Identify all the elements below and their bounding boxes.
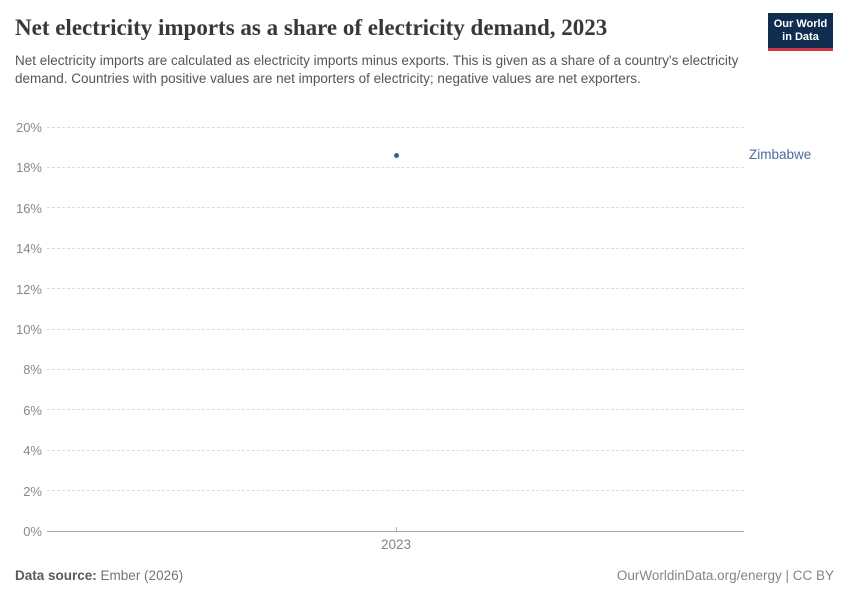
y-axis-tick-label: 12% [15, 281, 42, 297]
y-axis-tick-label: 16% [15, 200, 42, 216]
owid-logo-line2: in Data [782, 30, 819, 43]
x-axis-tick [396, 527, 397, 531]
gridline [47, 449, 744, 451]
gridline [47, 166, 744, 168]
data-source-value: Ember (2026) [100, 568, 184, 583]
credit-link[interactable]: OurWorldinData.org/energy | CC BY [616, 568, 834, 583]
gridline [47, 207, 744, 209]
y-axis-tick-label: 6% [23, 402, 42, 418]
data-source-note: Data source: Ember (2026) [15, 568, 183, 583]
y-axis-tick-label: 0% [23, 524, 42, 539]
gridline [47, 490, 744, 492]
y-axis-tick-label: 14% [15, 241, 42, 257]
chart-title: Net electricity imports as a share of el… [15, 15, 608, 40]
y-axis-tick-label: 4% [23, 443, 42, 459]
owid-logo[interactable]: Our World in Data [768, 13, 833, 51]
y-axis-tick-label: 8% [23, 362, 42, 378]
gridline [47, 126, 744, 128]
gridline [47, 247, 744, 249]
y-axis-tick-label: 2% [23, 483, 42, 499]
y-axis-tick-label: 18% [15, 160, 42, 176]
x-axis-tick-label: 2023 [380, 537, 412, 552]
gridline [47, 368, 744, 370]
x-axis-line [47, 530, 744, 532]
y-axis-tick-label: 20% [15, 120, 42, 135]
data-point-zimbabwe[interactable] [393, 152, 399, 158]
gridline [47, 328, 744, 330]
owid-logo-line1: Our World [773, 17, 828, 30]
gridline [47, 409, 744, 411]
gridline [47, 288, 744, 290]
data-source-label: Data source: [15, 568, 97, 583]
chart-subtitle: Net electricity imports are calculated a… [15, 53, 739, 86]
y-axis-tick-label: 10% [15, 322, 42, 337]
entity-label-zimbabwe[interactable]: Zimbabwe [749, 147, 812, 163]
